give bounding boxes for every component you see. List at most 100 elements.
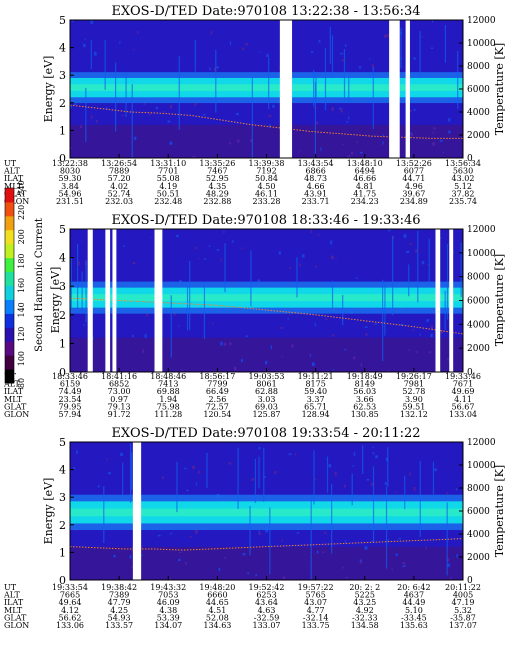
table-cell: 43.91: [304, 189, 327, 198]
heatmap-speckle: [272, 104, 275, 108]
heatmap-speckle: [434, 468, 437, 471]
heatmap-streak: [254, 458, 257, 503]
heatmap-streak: [189, 260, 191, 330]
panel-1-ylabel: Energy [eV]: [42, 56, 55, 123]
heatmap-streak: [419, 31, 421, 78]
y-right-tick-label: 6000: [467, 507, 490, 517]
table-cell: 65.71: [304, 402, 327, 411]
table-cell: 132.12: [400, 410, 428, 419]
table-cell: 56.03: [353, 387, 376, 396]
table-cell: 120.54: [203, 410, 231, 419]
heatmap-speckle: [240, 359, 243, 363]
heatmap-speckle: [195, 246, 198, 250]
heatmap-speckle: [315, 121, 318, 125]
heatmap-speckle: [144, 334, 147, 339]
heatmap-speckle: [371, 63, 374, 68]
heatmap-streak: [130, 443, 132, 504]
table-cell: 5630: [453, 167, 473, 176]
heatmap-speckle: [412, 329, 415, 331]
heatmap-speckle: [186, 489, 189, 492]
table-cell: 18:48:46: [150, 372, 186, 381]
panel-1-ylabel-right: Temperature [K]: [493, 43, 505, 135]
heatmap-speckle: [140, 554, 143, 557]
table-cell: 20:11:22: [445, 583, 481, 592]
heatmap-speckle: [83, 324, 85, 327]
table-cell: 23.54: [59, 395, 82, 404]
table-row-label: ALT: [3, 167, 20, 176]
heatmap-speckle: [352, 356, 356, 360]
y-tick-label: 4: [59, 252, 66, 265]
table-cell: 8149: [355, 380, 375, 389]
heatmap-speckle: [419, 333, 421, 336]
heatmap-speckle: [142, 348, 145, 353]
table-cell: 234.89: [400, 197, 428, 206]
heatmap-streak: [382, 279, 384, 362]
heatmap-speckle: [346, 121, 349, 123]
heatmap-speckle: [195, 482, 197, 486]
heatmap-speckle: [84, 38, 86, 41]
heatmap-speckle: [231, 240, 234, 243]
heatmap-streak: [176, 461, 178, 513]
heatmap-streak: [178, 56, 180, 130]
y-tick-label: 2: [59, 309, 66, 322]
heatmap-speckle: [281, 355, 283, 358]
heatmap-speckle: [442, 151, 444, 153]
table-cell: 7413: [158, 380, 178, 389]
y-right-tick-label: 12000: [467, 225, 496, 235]
heatmap-speckle: [383, 34, 387, 38]
table-cell: 133.07: [253, 621, 281, 630]
table-row-label: ILAT: [4, 598, 24, 607]
heatmap-speckle: [90, 115, 93, 119]
heatmap-streak: [70, 257, 72, 311]
heatmap-speckle: [427, 263, 430, 266]
heatmap-speckle: [340, 108, 343, 113]
heatmap-speckle: [289, 313, 291, 316]
heatmap-speckle: [371, 540, 374, 542]
heatmap-streak: [186, 285, 189, 331]
table-cell: 39.67: [402, 189, 425, 198]
heatmap-speckle: [174, 312, 176, 316]
table-cell: 6159: [60, 380, 80, 389]
y-right-tick-label: 10000: [467, 249, 496, 259]
heatmap-speckle: [426, 319, 429, 323]
data-gap: [449, 229, 454, 372]
heatmap-speckle: [355, 277, 359, 279]
heatmap-streak: [250, 250, 252, 307]
heatmap-speckle: [245, 335, 248, 338]
heatmap-speckle: [220, 341, 223, 346]
table-cell: 231.51: [56, 197, 84, 206]
heatmap-speckle: [266, 53, 269, 58]
table-cell: 4.38: [159, 606, 177, 615]
colorbar-swatch: [5, 341, 14, 356]
heatmap-speckle: [352, 465, 354, 467]
heatmap-speckle: [400, 323, 403, 326]
heatmap-speckle: [298, 151, 301, 153]
data-gap: [87, 229, 93, 372]
heatmap-speckle: [406, 250, 410, 254]
heatmap-streak: [342, 295, 344, 326]
heatmap-speckle: [120, 452, 124, 456]
heatmap-speckle: [433, 127, 436, 130]
colorbar-swatch: [5, 369, 14, 384]
y-tick-label: 3: [59, 280, 66, 293]
table-cell: 73.00: [108, 387, 131, 396]
table-cell: 52.74: [108, 189, 131, 198]
colorbar-swatch: [5, 355, 14, 370]
heatmap-speckle: [387, 370, 390, 372]
heatmap-speckle: [233, 366, 237, 371]
heatmap-speckle: [259, 51, 261, 53]
table-cell: 13:26:54: [101, 159, 137, 168]
table-cell: 4.12: [61, 606, 79, 615]
table-row-label: ALT: [3, 380, 20, 389]
heatmap-speckle: [344, 349, 347, 351]
heatmap-speckle: [216, 66, 219, 69]
heatmap-streak: [310, 497, 312, 580]
y-right-tick-label: 8000: [467, 62, 490, 72]
y-tick-label: 4: [59, 42, 66, 55]
y-right-tick-label: 8000: [467, 484, 490, 494]
heatmap-speckle: [236, 139, 240, 143]
heatmap-speckle: [387, 539, 390, 543]
heatmap-streak: [81, 271, 83, 314]
table-cell: 7889: [109, 167, 129, 176]
